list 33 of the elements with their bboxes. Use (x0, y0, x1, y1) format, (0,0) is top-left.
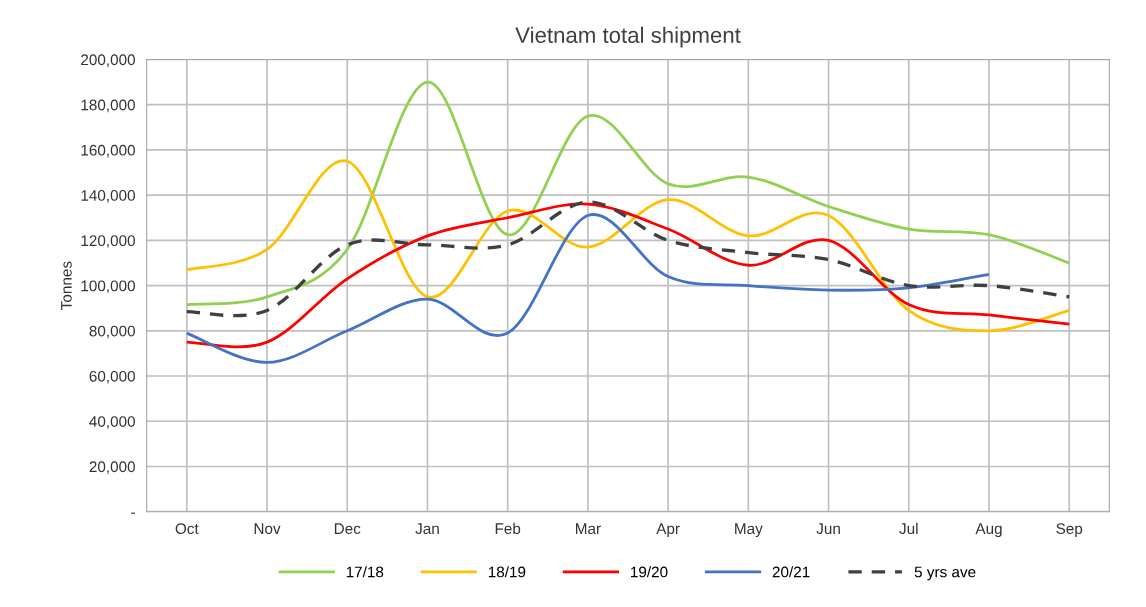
x-tick-label: Oct (175, 523, 199, 535)
chart-title: Vietnam total shipment (515, 26, 741, 48)
y-tick-label: 160,000 (81, 144, 135, 158)
x-tick-label: May (735, 523, 763, 538)
y-tick-label: 40,000 (89, 416, 135, 429)
y-tick-label: - (131, 512, 135, 514)
y-tick-label: 80,000 (89, 325, 135, 339)
y-tick-label: 100,000 (81, 280, 135, 294)
legend-label: 17/18 (346, 566, 384, 578)
y-tick-label: 120,000 (81, 235, 135, 248)
y-tick-label: 180,000 (81, 99, 135, 113)
x-tick-label: Nov (254, 523, 281, 535)
line-series (185, 159, 1071, 333)
legend-label: 19/20 (631, 566, 668, 578)
x-tick-label: Apr (656, 523, 680, 538)
y-tick-label: 140,000 (81, 190, 135, 203)
x-tick-label: Feb (495, 522, 521, 535)
x-tick-label: Sep (1056, 523, 1083, 538)
y-tick-label: 200,000 (81, 54, 135, 67)
y-tick-label: 20,000 (89, 461, 135, 474)
legend-label: 5 yrs ave (914, 566, 976, 581)
x-tick-label: Jun (816, 523, 840, 535)
y-axis-title: Tonnes (61, 261, 72, 310)
line-series (185, 213, 991, 364)
x-tick-label: Dec (334, 523, 361, 535)
x-tick-label: Jan (415, 523, 439, 535)
x-tick-label: Aug (975, 523, 1002, 538)
legend-label: 20/21 (772, 566, 810, 578)
x-tick-label: Mar (576, 523, 601, 535)
line-series (185, 80, 1071, 306)
y-tick-label: 60,000 (89, 370, 135, 384)
x-tick-label: Jul (899, 522, 918, 535)
legend-label: 18/19 (488, 566, 526, 578)
